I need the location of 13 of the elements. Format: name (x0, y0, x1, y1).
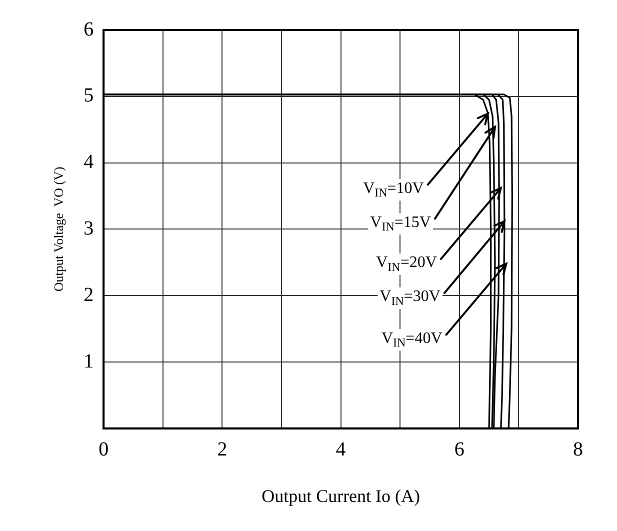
y-tick-label: 4 (84, 151, 94, 174)
x-axis-title: Output Current Io (A) (262, 486, 420, 506)
y-axis-title: Output Voltage VO (V) (51, 166, 66, 292)
x-tick-label: 8 (573, 438, 583, 461)
y-tick-label: 6 (84, 18, 94, 40)
x-tick-label: 0 (98, 438, 109, 461)
x-tick-label: 2 (217, 438, 228, 461)
y-tick-label: 2 (84, 284, 94, 306)
y-tick-label: 5 (84, 84, 94, 107)
x-tick-label: 6 (454, 438, 464, 461)
y-tick-label: 1 (84, 350, 94, 372)
x-tick-label: 4 (336, 438, 346, 461)
y-tick-label: 3 (84, 217, 94, 240)
